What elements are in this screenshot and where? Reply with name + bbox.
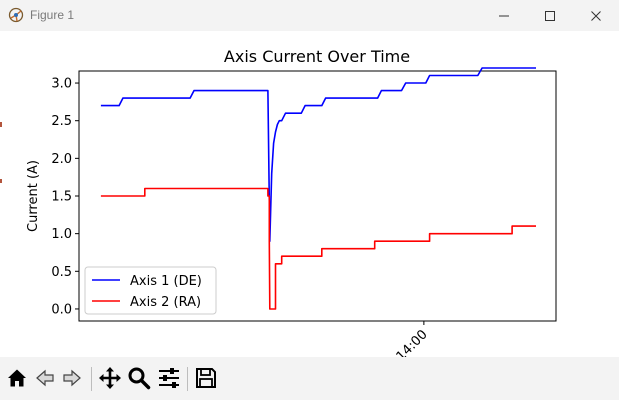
legend-label-axis2: Axis 2 (RA) — [130, 295, 201, 310]
toolbar-separator — [187, 367, 188, 391]
close-button[interactable] — [573, 0, 619, 31]
pan-icon — [99, 367, 121, 389]
y-tick-label: 0.5 — [51, 265, 72, 280]
edge-artifact — [0, 179, 2, 183]
configure-subplots-button[interactable] — [156, 365, 182, 391]
legend: Axis 1 (DE) Axis 2 (RA) — [84, 266, 217, 315]
home-icon — [8, 369, 26, 387]
legend-box — [84, 266, 217, 315]
y-tick-label: 1.0 — [51, 227, 72, 242]
series-line-1 — [100, 67, 536, 242]
close-icon — [591, 10, 601, 21]
home-button[interactable] — [4, 365, 30, 391]
figure-canvas[interactable]: Axis Current Over Time 0.0 0.5 1.0 1.5 2.0 2.… — [0, 31, 619, 364]
back-icon — [36, 369, 54, 387]
navigation-toolbar — [0, 357, 619, 400]
window-titlebar: Figure 1 — [0, 0, 619, 31]
zoom-button[interactable] — [126, 365, 152, 391]
minimize-button[interactable] — [481, 0, 527, 31]
maximize-button[interactable] — [527, 0, 573, 31]
back-button[interactable] — [32, 365, 58, 391]
y-tick-label: 1.5 — [51, 190, 72, 205]
forward-icon — [63, 369, 81, 387]
x-tick-label: 14:00 — [394, 327, 431, 357]
pan-button[interactable] — [97, 365, 123, 391]
zoom-icon — [128, 367, 151, 390]
toolbar-separator — [91, 367, 92, 391]
y-tick-label: 0.0 — [51, 302, 72, 317]
edge-artifact — [0, 122, 2, 127]
maximize-icon — [545, 10, 555, 21]
current-chart: Axis Current Over Time 0.0 0.5 1.0 1.5 2.0 2.… — [26, 47, 557, 364]
save-button[interactable] — [193, 365, 219, 391]
chart-title: Axis Current Over Time — [224, 47, 410, 66]
forward-button[interactable] — [59, 365, 85, 391]
y-axis: 0.0 0.5 1.0 1.5 2.0 2.5 3.0 — [51, 77, 79, 317]
x-axis: 14:00 — [394, 321, 431, 364]
series-layer — [100, 67, 536, 310]
y-tick-label: 3.0 — [51, 77, 72, 92]
y-tick-label: 2.0 — [51, 152, 72, 167]
save-icon — [196, 368, 216, 388]
configure-subplots-icon — [159, 368, 179, 388]
figure-app-icon — [8, 7, 24, 23]
window-title: Figure 1 — [30, 8, 75, 22]
y-axis-label: Current (A) — [26, 160, 41, 232]
minimize-icon — [499, 15, 509, 16]
y-tick-label: 2.5 — [51, 114, 72, 129]
legend-label-axis1: Axis 1 (DE) — [130, 274, 202, 289]
series-line-2 — [100, 187, 536, 310]
